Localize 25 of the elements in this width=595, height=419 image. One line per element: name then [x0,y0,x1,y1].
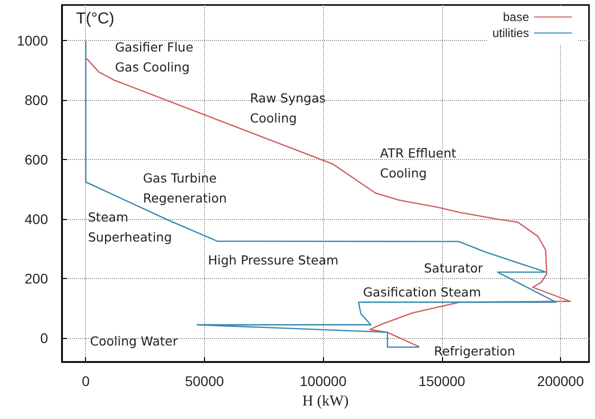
legend-label: utilities [492,26,529,40]
y-tick-label: 200 [24,270,48,287]
y-tick-label: 0 [40,330,48,346]
y-tick-label: 800 [24,92,48,108]
x-axis-title: H (kW) [302,394,349,410]
annotation: Steam Superheating [88,210,172,244]
annotation: Gasifier Flue Gas Cooling [115,40,194,74]
annotation: Gasification Steam [363,284,482,300]
y-tick-label: 400 [24,211,48,228]
y-axis-title: T(°C) [76,10,114,28]
annotation: ATR Effluent Cooling [380,146,456,180]
x-tick-label: 100000 [300,373,347,389]
x-tick-label: 150000 [418,373,466,389]
x-tick-label: 50000 [184,373,224,389]
annotation: Cooling Water [90,334,179,348]
annotation: Refrigeration [434,344,516,358]
y-tick-label: 600 [24,152,48,168]
annotation: High Pressure Steam [208,252,338,268]
x-tick-label: 200000 [537,373,584,389]
y-tick-label: 1000 [16,32,48,49]
annotation: Saturator [424,260,484,276]
legend-label: base [502,10,530,24]
annotation: Raw Syngas Cooling [250,90,326,126]
x-tick-label: 0 [82,373,90,389]
annotation: Gas Turbine Regeneration [143,170,227,206]
